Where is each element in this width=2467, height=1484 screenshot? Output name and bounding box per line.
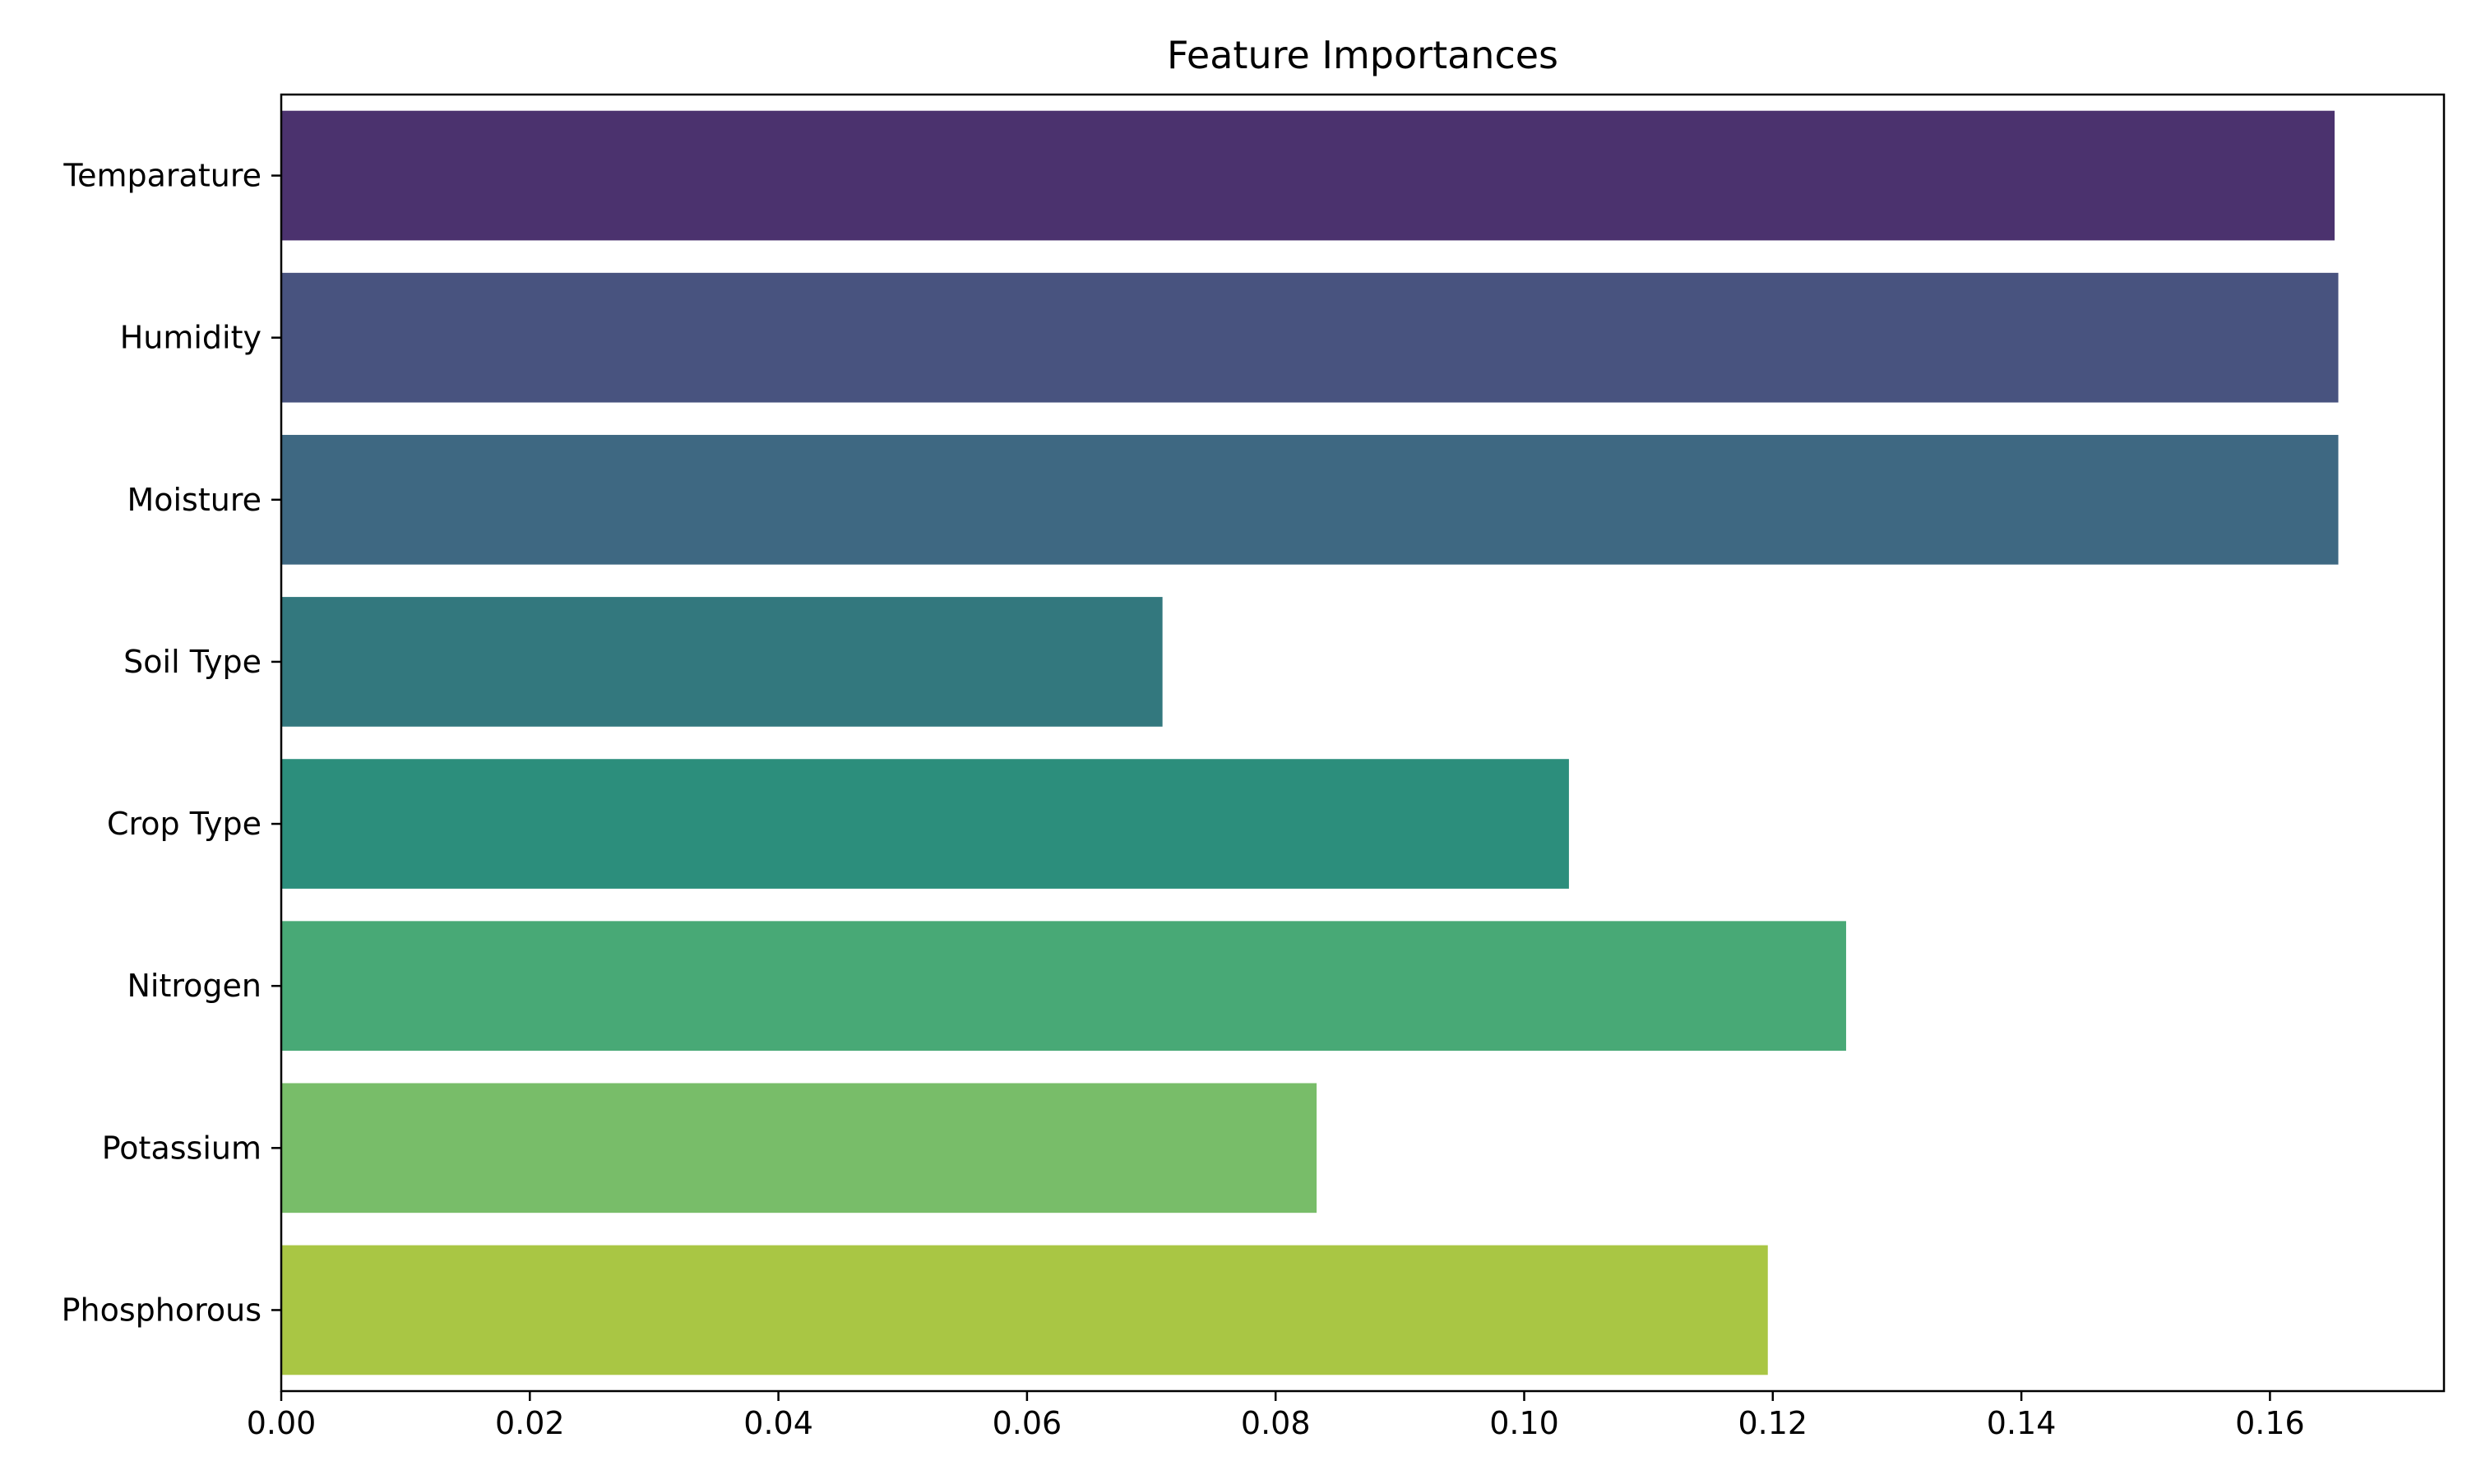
bar-phosphorous [281,1245,1768,1375]
x-tick-label: 0.08 [1241,1405,1311,1441]
bar-humidity [281,272,2339,403]
x-axis: 0.00 0.02 0.04 0.06 0.08 0.10 0.12 0.14 0.16 [247,1391,2305,1441]
bar-temparature [281,110,2335,241]
y-tick-label: Nitrogen [127,968,262,1004]
y-tick-label: Moisture [127,482,262,518]
y-axis: Temparature Humidity Moisture Soil Type Crop… [62,158,281,1328]
plot-frame [280,93,2446,1393]
y-tick-label: Humidity [120,320,262,356]
bar-soil-type [281,597,1163,727]
x-tick-label: 0.10 [1489,1405,1559,1441]
bar-potassium [281,1083,1317,1214]
y-tick-label: Potassium [102,1130,262,1166]
bar-moisture [281,434,2339,565]
bar-crop-type [281,759,1569,889]
y-tick-label: Temparature [62,158,262,194]
y-tick-label: Crop Type [107,806,262,842]
chart-title: Feature Importances [1167,33,1558,77]
x-tick-label: 0.14 [1987,1405,2057,1441]
y-tick-label: Phosphorous [62,1292,262,1328]
bar-nitrogen [281,921,1846,1052]
x-tick-label: 0.06 [993,1405,1062,1441]
x-tick-label: 0.12 [1738,1405,1807,1441]
bars-layer [281,110,2339,1375]
y-tick-label: Soil Type [123,644,262,680]
x-tick-label: 0.02 [495,1405,565,1441]
x-tick-label: 0.04 [743,1405,813,1441]
x-tick-label: 0.00 [247,1405,317,1441]
x-tick-label: 0.16 [2235,1405,2305,1441]
